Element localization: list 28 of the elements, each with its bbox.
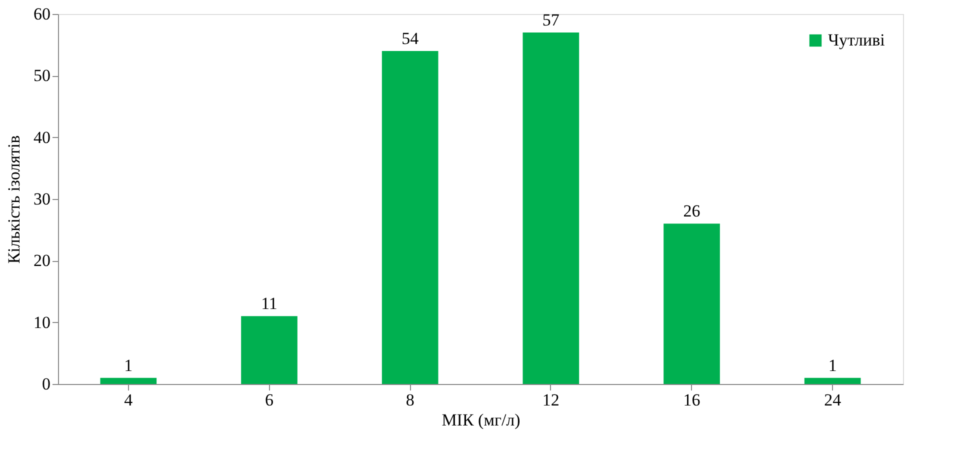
x-tick-label: 24 xyxy=(824,390,842,410)
bar xyxy=(382,51,438,384)
x-axis-title: МІК (мг/л) xyxy=(442,410,520,430)
y-tick-label: 50 xyxy=(34,66,50,86)
x-tick-label: 16 xyxy=(683,390,700,410)
bar xyxy=(804,378,861,384)
data-label: 26 xyxy=(683,202,700,221)
y-tick-label: 0 xyxy=(42,374,50,394)
data-label: 57 xyxy=(542,10,560,30)
x-tick-label: 12 xyxy=(542,390,560,410)
bar xyxy=(522,32,580,384)
data-label: 1 xyxy=(828,356,837,375)
x-tick-label: 6 xyxy=(265,390,274,410)
legend-label: Чутливі xyxy=(828,30,886,50)
bar xyxy=(241,316,298,384)
y-axis-title: Кількість ізолятів xyxy=(4,135,24,264)
x-tick-label: 4 xyxy=(124,390,134,410)
y-tick-label: 10 xyxy=(34,312,50,332)
y-tick-label: 20 xyxy=(34,251,50,270)
y-tick-label: 60 xyxy=(34,4,50,24)
y-tick-label: 40 xyxy=(34,128,50,147)
x-tick-label: 8 xyxy=(406,390,414,410)
bar xyxy=(100,378,157,384)
data-label: 54 xyxy=(402,29,420,48)
data-label: 1 xyxy=(124,356,133,375)
data-label: 11 xyxy=(261,294,278,314)
y-tick-label: 30 xyxy=(34,190,50,208)
bar xyxy=(664,224,720,384)
